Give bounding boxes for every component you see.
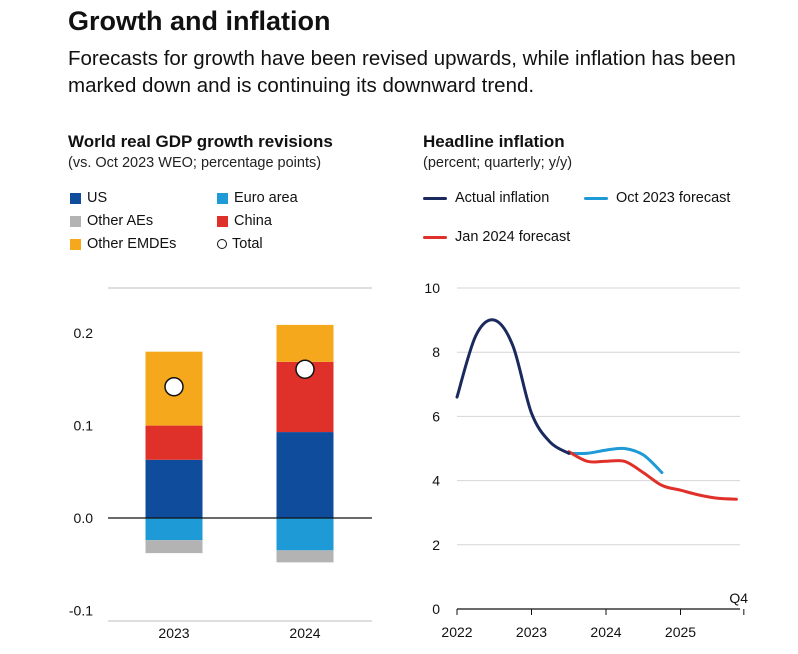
legend-total-label: Total <box>232 236 263 252</box>
legend-us: US <box>70 190 107 206</box>
inflation-ytick-label: 10 <box>424 280 440 296</box>
legend-other-aes-swatch <box>70 215 81 227</box>
legend-oct-forecast-line <box>584 196 608 200</box>
legend-other-emdes-swatch <box>70 238 81 250</box>
bar-other-aes-2023 <box>145 540 203 554</box>
inflation-ytick-label: 0 <box>432 601 440 617</box>
legend-euro-area-swatch <box>217 192 228 204</box>
legend-other-aes: Other AEs <box>70 213 153 229</box>
line-jan-2024-forecast <box>567 450 738 501</box>
legend-actual-inflation: Actual inflation <box>423 190 549 206</box>
legend-jan-forecast-label: Jan 2024 forecast <box>455 229 571 245</box>
bar-other-emdes-2024 <box>276 324 334 362</box>
page-title: Growth and inflation <box>68 6 331 36</box>
legend-oct-forecast: Oct 2023 forecast <box>584 190 730 206</box>
legend-actual-inflation-line <box>423 196 447 200</box>
gdp-xtick-label-2024: 2024 <box>289 625 320 641</box>
gdp-ytick-label: 0.1 <box>74 418 94 434</box>
legend-china: China <box>217 213 272 229</box>
legend-euro-area-label: Euro area <box>234 190 298 206</box>
inflation-xtick-label-2023: 2023 <box>516 624 547 640</box>
inflation-chart-title: Headline inflation <box>423 132 565 151</box>
bar-euro-area-2024 <box>276 518 334 551</box>
gdp-revisions-chart: -0.1 0.0 0.1 0.2 2023 2024 <box>69 287 372 641</box>
gdp-ytick-label: -0.1 <box>69 602 93 618</box>
inflation-ytick-label: 2 <box>432 537 440 553</box>
q4-annotation: Q4 <box>729 590 748 606</box>
total-marker-2023 <box>164 377 184 397</box>
bar-other-aes-2024 <box>276 550 334 563</box>
legend-us-swatch <box>70 192 81 204</box>
line-actual-inflation <box>455 318 571 455</box>
legend-total-marker <box>217 239 227 249</box>
bar-us-2023 <box>145 459 203 518</box>
gdp-xtick-label-2023: 2023 <box>158 625 189 641</box>
inflation-xtick-label-2022: 2022 <box>441 624 472 640</box>
legend-china-label: China <box>234 213 272 229</box>
page-subtitle: Forecasts for growth have been revised u… <box>68 47 736 97</box>
gdp-ytick-label: 0.0 <box>74 510 94 526</box>
legend-actual-inflation-label: Actual inflation <box>455 190 550 206</box>
legend-other-emdes-label: Other EMDEs <box>87 236 177 252</box>
legend-us-label: US <box>87 190 108 206</box>
legend-jan-forecast-line <box>423 235 447 239</box>
inflation-xtick-label-2024: 2024 <box>590 624 621 640</box>
inflation-ytick-label: 4 <box>432 473 440 489</box>
inflation-ytick-label: 8 <box>432 344 440 360</box>
legend-other-emdes: Other EMDEs <box>70 236 176 252</box>
legend-jan-forecast: Jan 2024 forecast <box>423 229 570 245</box>
inflation-chart-subtitle: (percent; quarterly; y/y) <box>423 155 573 171</box>
gdp-chart-title: World real GDP growth revisions <box>68 132 333 151</box>
gdp-chart-subtitle: (vs. Oct 2023 WEO; percentage points) <box>68 155 322 171</box>
headline-inflation-chart: 0 2 4 6 8 10 2022 2023 2024 2025 <box>424 280 745 640</box>
legend-china-swatch <box>217 215 228 227</box>
inflation-ytick-label: 6 <box>432 408 440 424</box>
legend-euro-area: Euro area <box>217 190 298 206</box>
bar-euro-area-2023 <box>145 518 203 541</box>
line-oct-2023-forecast <box>567 446 664 475</box>
gdp-ytick-label: 0.2 <box>74 325 94 341</box>
legend-total: Total <box>217 236 263 252</box>
inflation-xtick-label-2025: 2025 <box>665 624 696 640</box>
bar-us-2024 <box>276 432 334 518</box>
legend-oct-forecast-label: Oct 2023 forecast <box>616 190 731 206</box>
total-marker-2024 <box>295 359 315 379</box>
bar-china-2023 <box>145 425 203 460</box>
legend-other-aes-label: Other AEs <box>87 213 154 229</box>
